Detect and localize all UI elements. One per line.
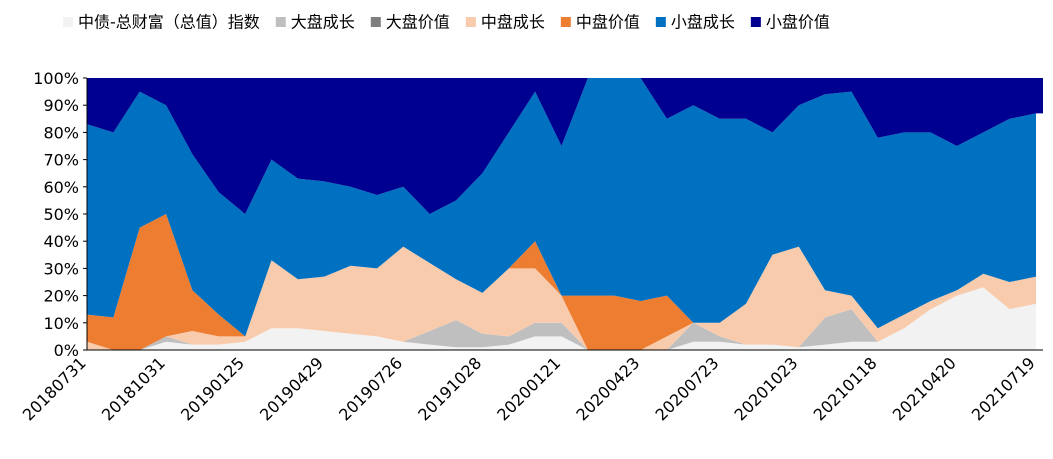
y-tick-label: 30% [43, 259, 79, 278]
y-tick-label: 10% [43, 314, 79, 333]
legend-swatch [63, 17, 73, 27]
area [87, 287, 1036, 350]
legend-swatch [750, 17, 761, 27]
area [87, 78, 1036, 337]
x-tick-label: 20200121 [493, 353, 564, 424]
legend-label: 小盘成长 [671, 13, 735, 32]
area [87, 78, 1043, 214]
y-tick-label: 60% [43, 178, 79, 197]
x-tick-label: 20210420 [889, 353, 960, 424]
legend-label: 中债-总财富（总值）指数 [78, 13, 260, 32]
x-tick-label: 20210118 [810, 353, 881, 424]
y-tick-label: 50% [43, 205, 79, 224]
area [87, 287, 1036, 350]
y-tick-label: 100% [33, 69, 79, 88]
legend-swatch [560, 17, 571, 27]
x-tick-label: 20190125 [177, 353, 248, 424]
y-tick-label: 40% [43, 232, 79, 251]
x-tick-label: 20200423 [572, 353, 643, 424]
legend-swatch [465, 17, 476, 27]
legend-swatch [370, 17, 381, 27]
x-tick-label: 20190429 [256, 353, 327, 424]
x-tick-label: 20181031 [98, 353, 169, 424]
y-tick-label: 90% [43, 96, 79, 115]
x-tick-label: 20190726 [335, 353, 406, 424]
legend-label: 中盘价值 [576, 13, 640, 32]
x-tick-label: 20180731 [19, 353, 90, 424]
legend-swatch [275, 17, 286, 27]
legend-label: 中盘成长 [481, 13, 545, 32]
x-tick-label: 20201023 [731, 353, 802, 424]
y-tick-label: 20% [43, 287, 79, 306]
x-tick-label: 20191028 [414, 353, 485, 424]
legend-label: 大盘价值 [386, 13, 450, 32]
x-tick-label: 20210719 [968, 353, 1039, 424]
y-tick-label: 80% [43, 123, 79, 142]
x-tick-label: 20200723 [651, 353, 722, 424]
legend-label: 大盘成长 [291, 13, 355, 32]
area [87, 246, 1036, 350]
legend-swatch [655, 17, 666, 27]
y-tick-label: 0% [54, 341, 79, 360]
legend-label: 小盘价值 [766, 13, 830, 32]
y-tick-label: 70% [43, 151, 79, 170]
